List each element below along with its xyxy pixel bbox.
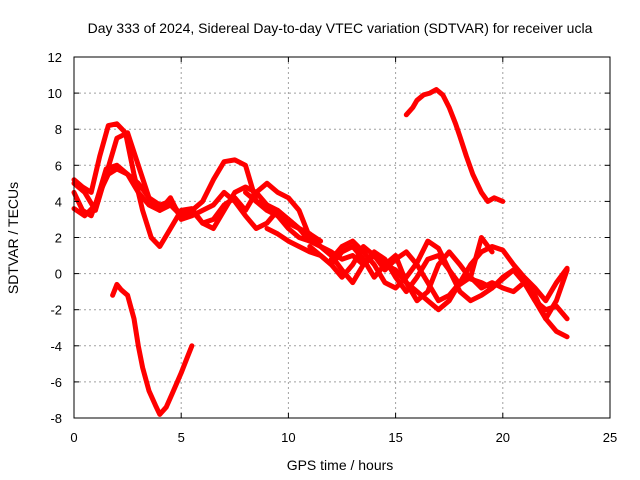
y-tick-label: -8: [50, 411, 62, 426]
y-tick-label: -2: [50, 303, 62, 318]
y-tick-label: 2: [55, 231, 62, 246]
y-tick-label: 8: [55, 122, 62, 137]
x-tick-label: 0: [70, 430, 77, 445]
y-tick-label: -4: [50, 339, 62, 354]
series-layer: [71, 87, 570, 417]
series-line-track-11: [403, 87, 506, 204]
x-tick-labels: 0 5 10 15 20 25: [70, 430, 617, 445]
x-tick-label: 15: [388, 430, 402, 445]
tick-marks: [73, 56, 611, 419]
series-line-track-1: [71, 121, 313, 249]
y-tick-label: 10: [48, 86, 62, 101]
chart-title: Day 333 of 2024, Sidereal Day-to-day VTE…: [88, 20, 593, 36]
y-axis-label: SDTVAR / TECUs: [5, 182, 21, 294]
y-tick-label: -6: [50, 375, 62, 390]
series-line-track-5: [243, 189, 570, 322]
x-tick-label: 10: [281, 430, 295, 445]
series-line-track-8: [307, 244, 570, 313]
x-tick-label: 20: [496, 430, 510, 445]
y-tick-labels: -8 -6 -4 -2 0 2 4 6 8 10 12: [48, 50, 62, 426]
series-line-track-7: [285, 216, 570, 322]
y-tick-label: 6: [55, 158, 62, 173]
y-tick-label: 12: [48, 50, 62, 65]
x-axis-label: GPS time / hours: [287, 457, 394, 473]
x-tick-label: 25: [603, 430, 617, 445]
series-line-track-10: [110, 281, 195, 417]
x-tick-label: 5: [178, 430, 185, 445]
series-line-track-3: [71, 162, 334, 258]
y-tick-label: 4: [55, 194, 62, 209]
series-line-track-9: [328, 235, 495, 291]
y-tick-label: 0: [55, 267, 62, 282]
